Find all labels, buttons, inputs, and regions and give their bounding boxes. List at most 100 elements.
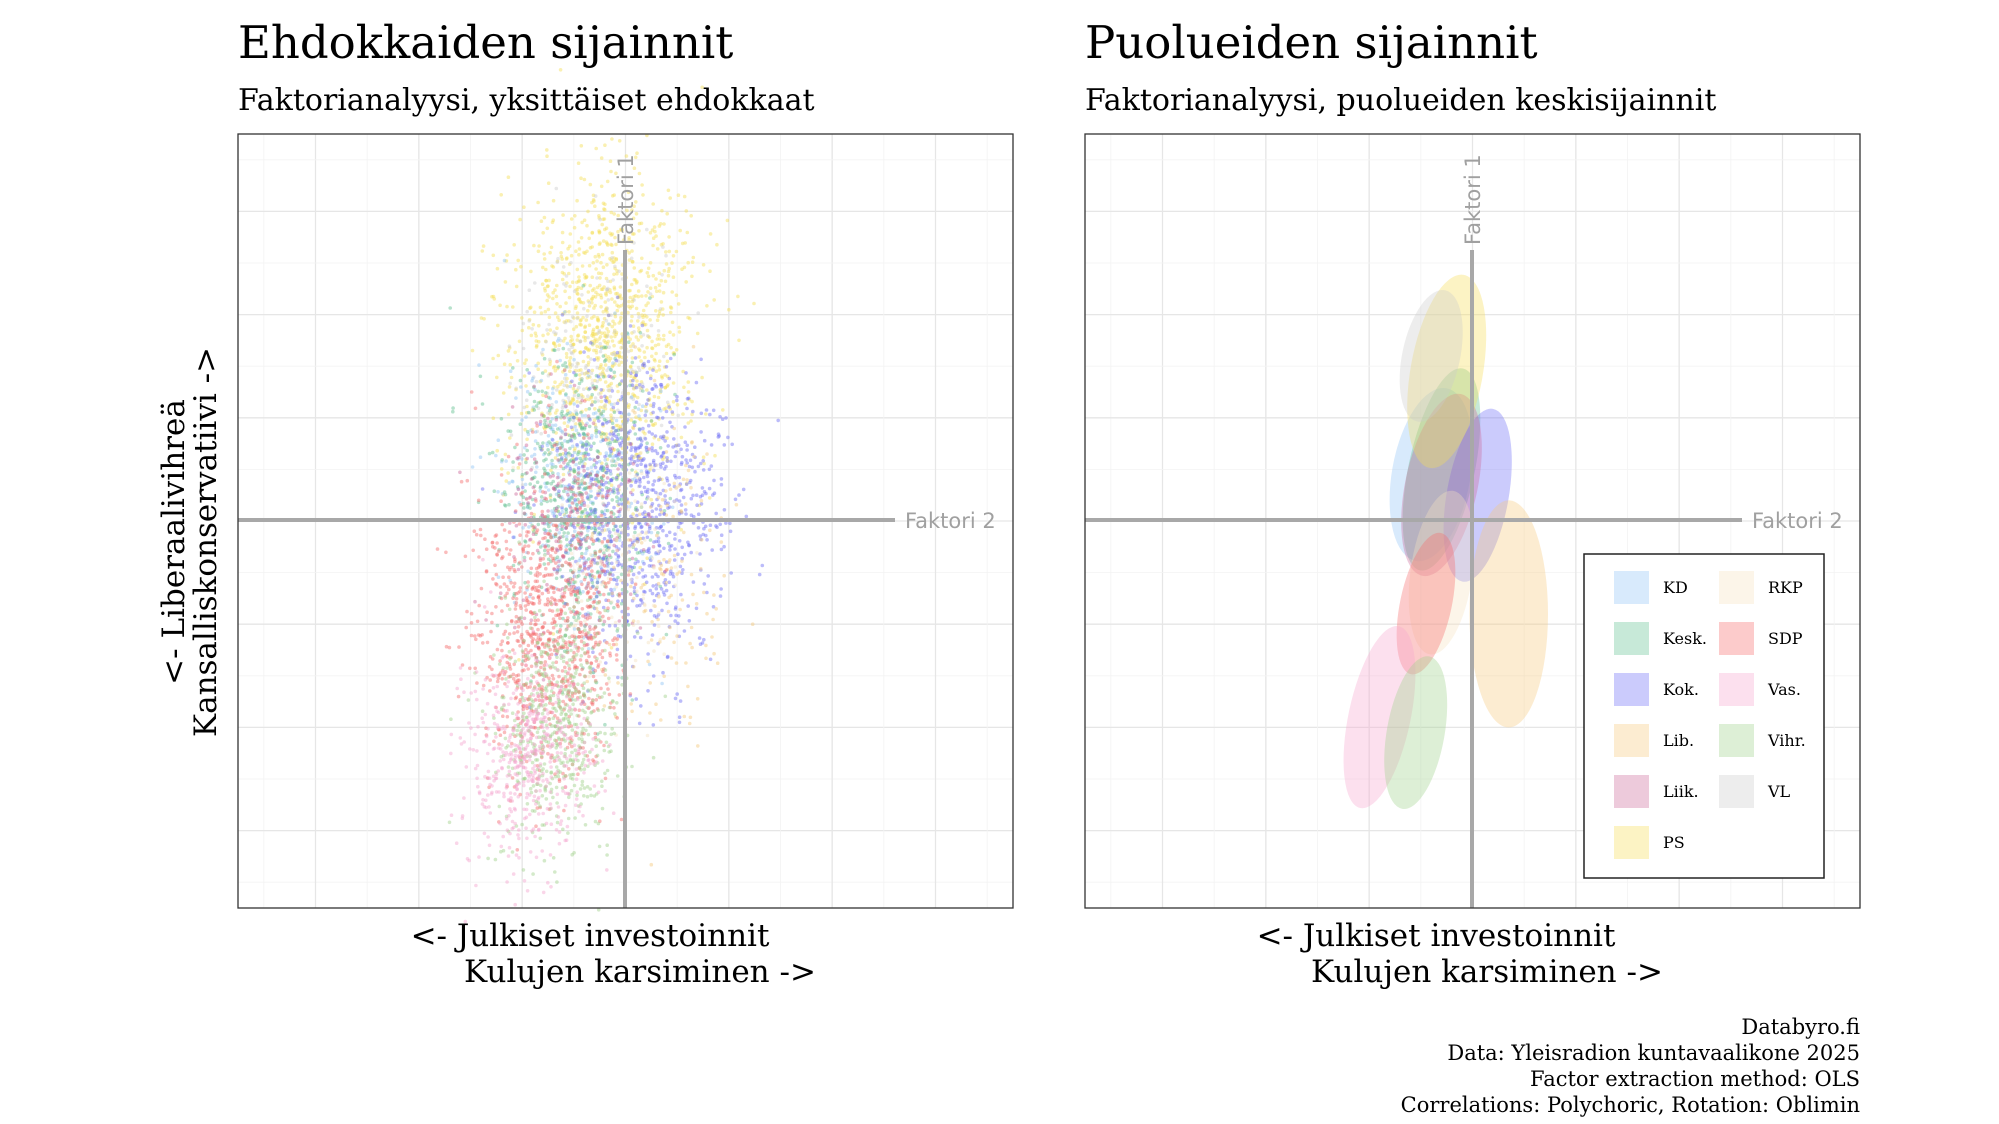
candidate-point (719, 477, 724, 481)
candidate-point (540, 371, 545, 375)
candidate-point (701, 459, 705, 463)
candidate-point (581, 443, 585, 447)
candidate-point (528, 626, 533, 630)
candidate-point (619, 340, 623, 344)
candidate-point (685, 448, 689, 452)
candidate-point (506, 471, 510, 475)
candidate-point (576, 477, 580, 481)
candidate-point (571, 457, 576, 461)
candidate-point (495, 647, 500, 652)
candidate-point (560, 240, 565, 245)
candidate-point (558, 446, 563, 450)
candidate-point (548, 362, 552, 367)
candidate-point (580, 422, 585, 426)
candidate-point (603, 581, 608, 586)
candidate-point (589, 396, 593, 400)
candidate-point (616, 398, 621, 403)
candidate-point (582, 282, 587, 287)
candidate-point (507, 632, 512, 636)
candidate-point (617, 619, 622, 623)
candidate-point (654, 490, 658, 495)
candidate-point (683, 241, 687, 245)
candidate-point (539, 351, 544, 355)
candidate-point (657, 543, 661, 547)
candidate-point (542, 553, 547, 558)
candidate-point (529, 648, 533, 653)
candidate-point (632, 376, 636, 381)
candidate-point (495, 541, 499, 545)
candidate-point (603, 207, 607, 212)
candidate-point (570, 453, 575, 458)
candidate-point (522, 205, 526, 209)
candidate-point (645, 733, 650, 738)
candidate-point (612, 331, 616, 335)
candidate-point (643, 322, 648, 327)
candidate-point (691, 493, 695, 498)
candidate-point (567, 688, 572, 693)
candidate-point (590, 339, 594, 344)
candidate-point (601, 201, 606, 206)
candidate-point (585, 794, 590, 799)
candidate-point (680, 267, 684, 272)
candidate-point (648, 462, 652, 467)
candidate-point (620, 227, 624, 232)
candidate-point (604, 307, 608, 312)
candidate-point (504, 259, 509, 263)
candidate-point (512, 631, 516, 635)
candidate-point (491, 356, 495, 361)
candidate-point (522, 506, 526, 510)
candidate-point (488, 689, 492, 693)
candidate-point (666, 383, 670, 387)
candidate-point (597, 229, 601, 233)
candidate-point (686, 315, 690, 320)
candidate-point (604, 395, 609, 400)
candidate-point (631, 344, 636, 349)
candidate-point (577, 491, 581, 495)
candidate-point (612, 285, 617, 290)
candidate-point (581, 614, 585, 618)
candidate-point (592, 510, 597, 515)
candidate-point (507, 552, 512, 556)
candidate-point (633, 524, 638, 529)
candidate-point (527, 319, 531, 323)
candidate-point (483, 537, 487, 541)
candidate-point (539, 754, 544, 759)
candidate-point (687, 721, 692, 726)
candidate-point (555, 260, 560, 265)
candidate-point (506, 454, 511, 459)
candidate-point (604, 291, 608, 296)
candidate-point (501, 555, 505, 559)
candidate-point (587, 407, 592, 411)
candidate-point (558, 304, 562, 309)
candidate-point (502, 258, 507, 263)
candidate-point (612, 287, 617, 291)
candidate-point (562, 401, 567, 405)
candidate-point (480, 709, 485, 713)
candidate-point (641, 385, 645, 389)
candidate-point (651, 404, 656, 409)
candidate-point (586, 355, 590, 359)
candidate-point (565, 646, 570, 650)
candidate-point (571, 327, 576, 332)
candidate-point (609, 416, 614, 420)
candidate-point (632, 596, 636, 601)
candidate-point (516, 258, 520, 263)
candidate-point (649, 403, 653, 408)
candidate-point (592, 386, 596, 390)
candidate-point (582, 335, 586, 339)
candidate-point (597, 283, 602, 288)
candidate-point (587, 674, 591, 679)
candidate-point (619, 397, 623, 402)
candidate-point (568, 362, 572, 366)
candidate-point (646, 652, 650, 656)
candidate-point (597, 600, 601, 605)
candidate-point (680, 241, 685, 246)
candidate-point (654, 351, 658, 356)
candidate-point (514, 267, 518, 272)
candidate-point (527, 411, 532, 415)
candidate-point (529, 618, 534, 622)
candidate-point (651, 366, 656, 370)
candidate-point (676, 413, 681, 418)
candidate-point (632, 393, 637, 398)
candidate-point (669, 656, 674, 660)
